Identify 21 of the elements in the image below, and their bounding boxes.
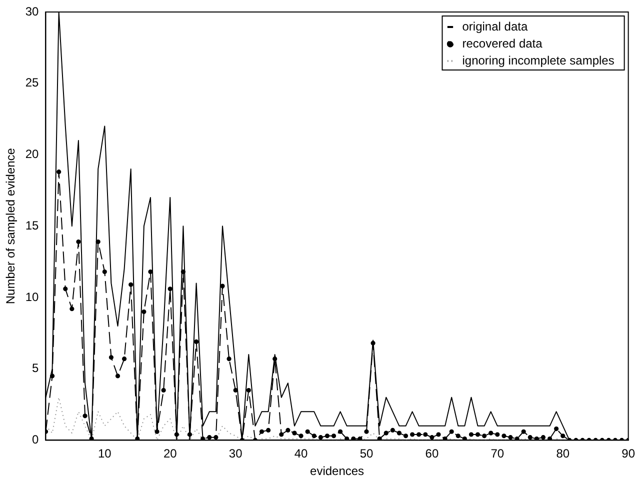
x-tick-label: 50 — [360, 446, 374, 461]
x-tick-label: 40 — [294, 446, 308, 461]
legend-label: recovered data — [462, 36, 543, 50]
x-tick-label: 10 — [98, 446, 112, 461]
y-axis-title: Number of sampled evidence — [4, 148, 18, 304]
x-tick-label: 30 — [228, 446, 243, 461]
legend-label: original data — [462, 19, 528, 34]
y-tick-label: 5 — [32, 361, 40, 376]
x-tick-label: 60 — [425, 446, 439, 461]
y-tick-label: 0 — [32, 432, 40, 447]
legend-label: ignoring incomplete samples — [462, 53, 614, 68]
x-tick-label: 20 — [163, 446, 178, 461]
y-tick-label: 15 — [25, 218, 40, 232]
x-tick-label: 70 — [490, 446, 504, 461]
y-tick-label: 20 — [25, 147, 40, 162]
x-tick-label: 90 — [622, 446, 636, 461]
y-tick-label: 30 — [25, 4, 40, 18]
y-tick-label: 10 — [25, 290, 40, 304]
x-tick-label: 80 — [556, 446, 570, 461]
y-tick-label: 25 — [25, 76, 40, 90]
x-axis-title: evidences — [310, 464, 364, 478]
